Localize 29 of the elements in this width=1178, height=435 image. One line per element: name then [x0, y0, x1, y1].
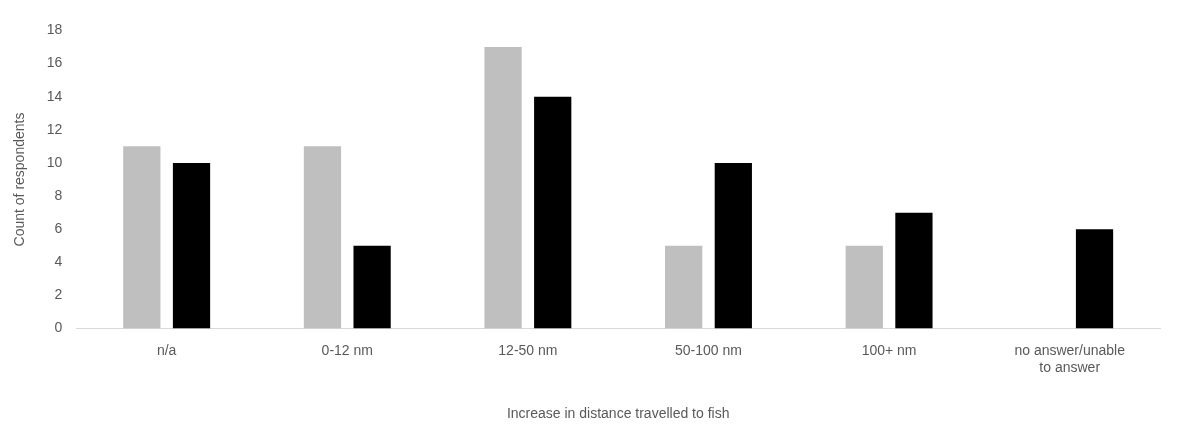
x-tick-label: 100+ nm [861, 341, 917, 358]
bar [845, 245, 883, 329]
y-tick-label: 4 [54, 253, 63, 270]
x-tick-label: 0-12 nm [321, 341, 373, 358]
x-tick-label: 12-50 nm [498, 341, 558, 358]
bar [895, 212, 933, 329]
bar [534, 96, 572, 329]
bar [1075, 229, 1114, 329]
bar [484, 46, 522, 329]
y-tick-label: 14 [46, 87, 63, 104]
y-tick-label: 12 [46, 120, 63, 137]
bar [123, 146, 161, 329]
x-tick-label: 50-100 nm [675, 341, 742, 358]
y-axis-title: Count of respondents [11, 112, 28, 247]
bar [303, 146, 342, 329]
bar [714, 162, 752, 329]
bar [665, 245, 703, 329]
x-tick-label: n/a [156, 341, 177, 358]
x-axis-title: Increase in distance travelled to fish [506, 405, 730, 422]
y-tick-label: 10 [46, 153, 63, 170]
y-tick-label: 0 [54, 319, 63, 336]
bar [353, 245, 391, 329]
y-tick-label: 18 [46, 21, 63, 38]
y-tick-label: 2 [54, 286, 63, 303]
bar [172, 162, 211, 329]
x-tick-label: no answer/unable to answer [1014, 341, 1126, 375]
y-tick-label: 8 [54, 186, 63, 203]
y-tick-label: 16 [46, 54, 63, 71]
y-tick-label: 6 [54, 220, 63, 237]
